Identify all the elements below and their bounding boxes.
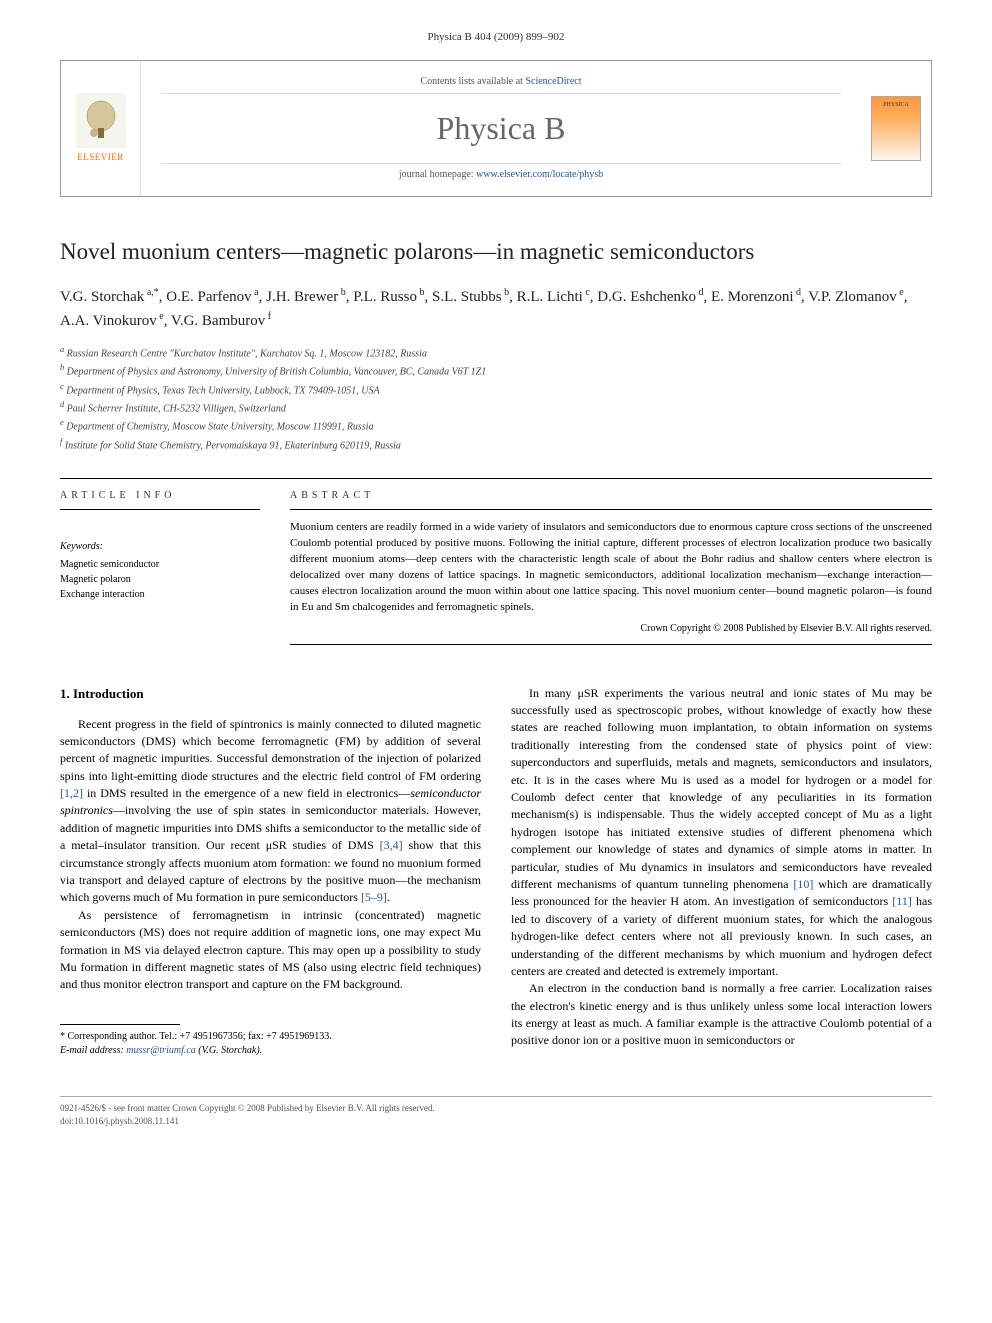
article-info-heading: ARTICLE INFO	[60, 489, 260, 510]
ref-link[interactable]: [10]	[793, 877, 813, 891]
journal-header: ELSEVIER Contents lists available at Sci…	[60, 60, 932, 197]
article-info-column: ARTICLE INFO Keywords: Magnetic semicond…	[60, 489, 260, 645]
ref-link[interactable]: [5–9]	[361, 890, 387, 904]
footer-separator	[60, 1096, 932, 1097]
keyword-item: Exchange interaction	[60, 587, 260, 602]
page-footer: 0921-4526/$ - see front matter Crown Cop…	[60, 1088, 932, 1127]
homepage-prefix: journal homepage:	[399, 169, 476, 180]
intro-paragraph-2: As persistence of ferromagnetism in intr…	[60, 907, 481, 994]
footnote-separator	[60, 1024, 180, 1025]
contents-available-line: Contents lists available at ScienceDirec…	[161, 71, 841, 94]
right-paragraph-1: In many μSR experiments the various neut…	[511, 685, 932, 981]
journal-name: Physica B	[161, 94, 841, 163]
right-paragraph-2: An electron in the conduction band is no…	[511, 980, 932, 1050]
ref-link[interactable]: [11]	[892, 894, 912, 908]
keyword-item: Magnetic semiconductor	[60, 557, 260, 572]
journal-reference: Physica B 404 (2009) 899–902	[60, 30, 932, 45]
intro-paragraph-1: Recent progress in the field of spintron…	[60, 716, 481, 907]
email-author: (V.G. Storchak).	[196, 1045, 262, 1056]
header-center: Contents lists available at ScienceDirec…	[141, 61, 861, 196]
ref-link[interactable]: [1,2]	[60, 786, 83, 800]
affiliation-item: a Russian Research Centre "Kurchatov Ins…	[60, 344, 932, 361]
section-1-heading: 1. Introduction	[60, 685, 481, 704]
homepage-line: journal homepage: www.elsevier.com/locat…	[161, 163, 841, 186]
email-label: E-mail address:	[60, 1045, 126, 1056]
keywords-container: Magnetic semiconductorMagnetic polaronEx…	[60, 557, 260, 602]
keywords-label: Keywords:	[60, 540, 260, 554]
left-column: 1. Introduction Recent progress in the f…	[60, 685, 481, 1059]
abstract-text: Muonium centers are readily formed in a …	[290, 520, 932, 616]
right-column: In many μSR experiments the various neut…	[511, 685, 932, 1059]
contents-prefix: Contents lists available at	[420, 76, 525, 87]
body-two-column: 1. Introduction Recent progress in the f…	[60, 685, 932, 1059]
footer-doi-line: doi:10.1016/j.physb.2008.11.141	[60, 1115, 932, 1128]
corresponding-author-note: * Corresponding author. Tel.: +7 4951967…	[60, 1030, 481, 1044]
abstract-heading: ABSTRACT	[290, 489, 932, 510]
ref-link[interactable]: [3,4]	[380, 838, 403, 852]
article-title: Novel muonium centers—magnetic polarons—…	[60, 237, 932, 267]
authors-list: V.G. Storchak a,*, O.E. Parfenov a, J.H.…	[60, 285, 932, 332]
email-link[interactable]: mussr@triumf.ca	[126, 1045, 195, 1056]
cover-image: PHYSICA	[871, 96, 921, 161]
affiliation-item: b Department of Physics and Astronomy, U…	[60, 362, 932, 379]
affiliation-item: f Institute for Solid State Chemistry, P…	[60, 436, 932, 453]
sciencedirect-link[interactable]: ScienceDirect	[525, 76, 581, 87]
keyword-item: Magnetic polaron	[60, 572, 260, 587]
homepage-link[interactable]: www.elsevier.com/locate/physb	[476, 169, 603, 180]
abstract-column: ABSTRACT Muonium centers are readily for…	[290, 489, 932, 645]
affiliation-item: c Department of Physics, Texas Tech Univ…	[60, 381, 932, 398]
affiliation-item: d Paul Scherrer Institute, CH-5232 Villi…	[60, 399, 932, 416]
info-abstract-row: ARTICLE INFO Keywords: Magnetic semicond…	[60, 478, 932, 645]
elsevier-logo: ELSEVIER	[61, 61, 141, 196]
elsevier-label: ELSEVIER	[77, 151, 124, 164]
elsevier-tree-icon	[76, 93, 126, 148]
email-line: E-mail address: mussr@triumf.ca (V.G. St…	[60, 1044, 481, 1059]
page-container: Physica B 404 (2009) 899–902 ELSEVIER Co…	[0, 0, 992, 1167]
footer-issn-line: 0921-4526/$ - see front matter Crown Cop…	[60, 1102, 932, 1115]
affiliations-list: a Russian Research Centre "Kurchatov Ins…	[60, 344, 932, 453]
journal-cover-thumb: PHYSICA	[861, 61, 931, 196]
affiliation-item: e Department of Chemistry, Moscow State …	[60, 417, 932, 434]
copyright-line: Crown Copyright © 2008 Published by Else…	[290, 622, 932, 645]
